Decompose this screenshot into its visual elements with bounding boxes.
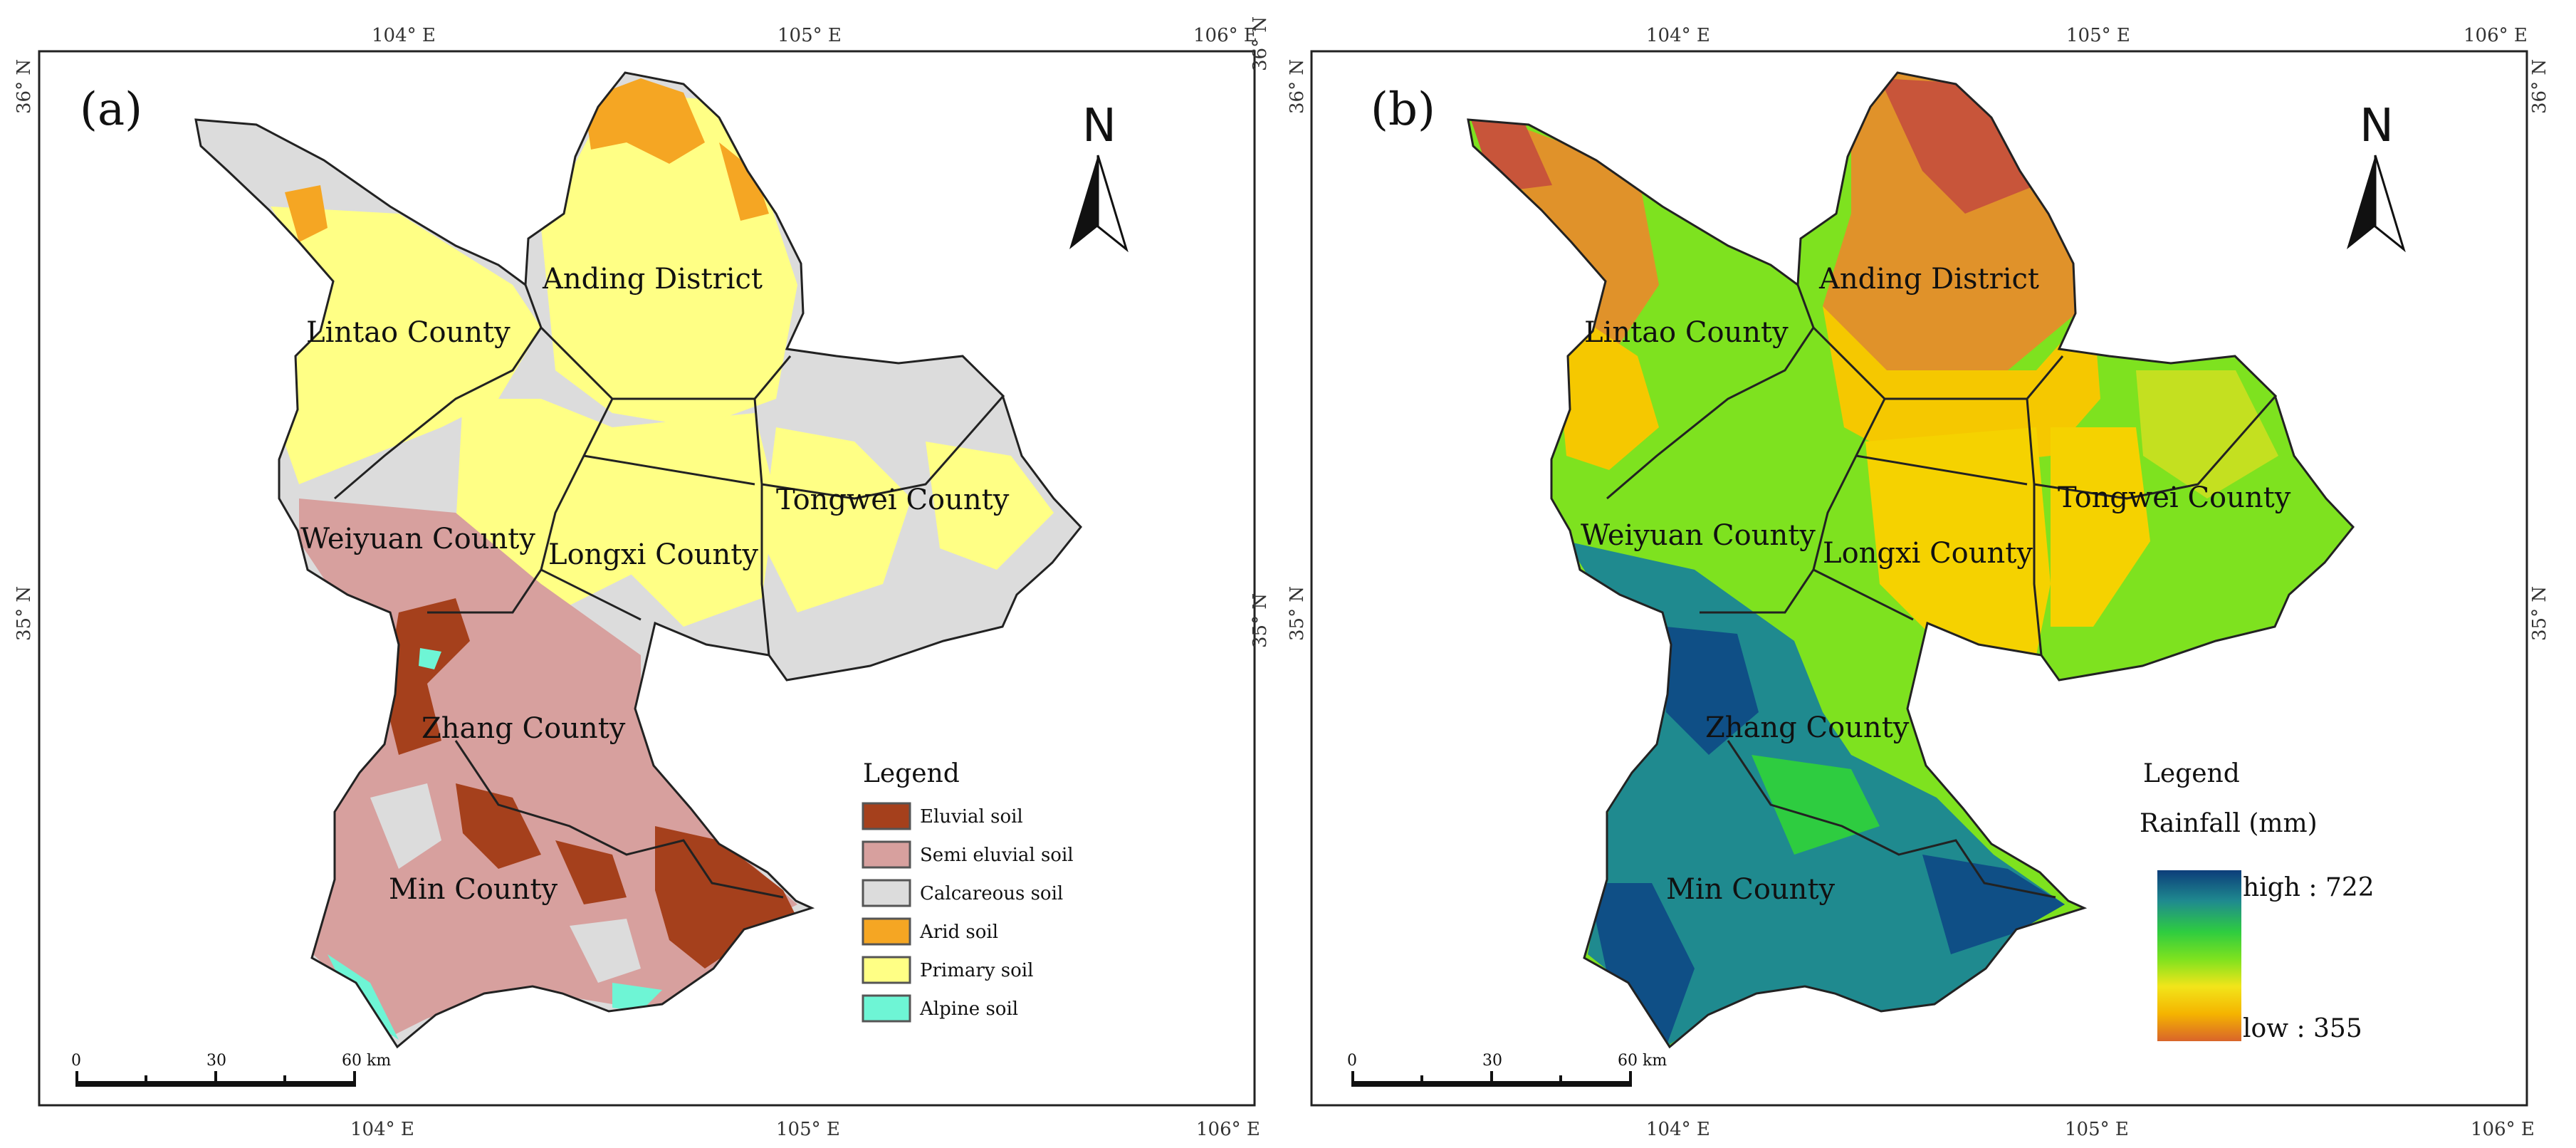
scale-tick-0-a: 0 [71,1052,81,1070]
county-label-zhang-b: Zhang County [1705,711,1910,744]
rainfall-legend: Legend Rainfall (mm) high : 722 low : 35… [2140,759,2375,1043]
county-label-min-a: Min County [389,873,558,906]
coord-top-105-a: 105° E [777,25,842,46]
rainfall-color-ramp [2157,870,2241,1041]
coord-right-36-b: 36° N [2529,59,2550,114]
coord-right-36-a: 36° N [1250,16,1271,71]
county-label-lintao-a: Lintao County [306,316,511,349]
coord-left-36-a: 36° N [14,59,35,114]
panel-b: Anding District Lintao County Tongwei Co… [1287,25,2550,1140]
soil-legend-item: Arid soil [862,917,998,946]
coord-top-104-b: 104° E [1646,25,1710,46]
coord-left-35-b: 35° N [1287,586,1308,641]
county-boundaries-a [334,284,1005,899]
soil-legend-swatch [862,956,911,984]
soil-legend-swatch [862,840,911,869]
north-letter-a: N [1082,100,1116,152]
rainfall-legend-title: Legend [2143,759,2240,788]
county-label-anding-b: Anding District [1818,263,2039,296]
soil-legend-swatch [862,879,911,907]
scale-tick-60-a: 60 km [342,1052,391,1070]
scale-tick-0-b: 0 [1347,1052,1357,1070]
soil-legend-item: Primary soil [862,956,1033,984]
coord-left-36-b: 36° N [1287,59,1308,114]
county-label-tongwei-a: Tongwei County [776,484,1010,516]
soil-legend-label: Calcareous soil [920,883,1063,904]
county-label-longxi-a: Longxi County [548,538,758,571]
soil-legend-label: Eluvial soil [920,806,1023,828]
coord-top-105-b: 105° E [2066,25,2130,46]
soil-legend-swatch [862,802,911,830]
scale-tick-60-b: 60 km [1618,1052,1667,1070]
soil-legend-title: Legend [863,759,960,788]
soil-legend-swatch [862,994,911,1023]
scale-bar-a: 0 30 60 km [71,1052,391,1087]
soil-legend-label: Primary soil [920,960,1033,981]
scale-tick-30-a: 30 [206,1052,226,1070]
soil-legend-swatch [862,917,911,946]
rainfall-legend-low: low : 355 [2243,1014,2362,1043]
soil-legend-item: Alpine soil [862,994,1018,1023]
coord-top-104-a: 104° E [372,25,436,46]
county-label-weiyuan-b: Weiyuan County [1581,519,1816,552]
soil-legend-label: Alpine soil [919,998,1018,1020]
coord-top-106-a: 106° E [1193,25,1257,46]
soil-legend-item: Eluvial soil [862,802,1023,830]
county-label-longxi-b: Longxi County [1823,537,2033,570]
coord-bottom-105-b: 105° E [2065,1119,2129,1140]
coord-top-106-b: 106° E [2464,25,2528,46]
scale-tick-30-b: 30 [1482,1052,1502,1070]
soil-legend-item: Semi eluvial soil [862,840,1074,869]
north-arrow-b: N [2347,100,2406,253]
rainfall-legend-subtitle: Rainfall (mm) [2140,809,2318,838]
coord-left-35-a: 35° N [14,586,35,641]
coord-right-35-b: 35° N [2529,586,2550,641]
coord-bottom-106-a: 106° E [1196,1119,1260,1140]
soil-legend-label: Semi eluvial soil [920,845,1074,866]
coord-right-35-a: 35° N [1250,593,1271,648]
coord-bottom-105-a: 105° E [776,1119,840,1140]
soil-legend-label: Arid soil [919,922,998,943]
north-letter-b: N [2360,100,2394,152]
panel-label-a: (a) [80,83,142,136]
coord-bottom-104-b: 104° E [1646,1119,1710,1140]
coord-bottom-106-b: 106° E [2471,1119,2535,1140]
scale-bar-b: 0 30 60 km [1347,1052,1667,1087]
coord-bottom-104-a: 104° E [350,1119,414,1140]
county-label-tongwei-b: Tongwei County [2058,481,2291,514]
county-label-min-b: Min County [1666,873,1836,906]
county-label-lintao-b: Lintao County [1584,316,1789,349]
panel-label-b: (b) [1371,83,1435,136]
county-label-weiyuan-a: Weiyuan County [300,523,535,555]
soil-legend-item: Calcareous soil [862,879,1063,907]
rainfall-legend-high: high : 722 [2243,873,2375,902]
north-arrow-a: N [1069,100,1129,253]
county-label-anding-a: Anding District [542,263,763,296]
soil-legend: Legend Eluvial soil Semi eluvial soil Calc… [862,759,1074,1023]
county-boundaries-b [1606,284,2278,899]
county-label-zhang-a: Zhang County [422,712,626,745]
panel-a: Anding District Lintao County Tongwei Co… [14,16,1271,1140]
